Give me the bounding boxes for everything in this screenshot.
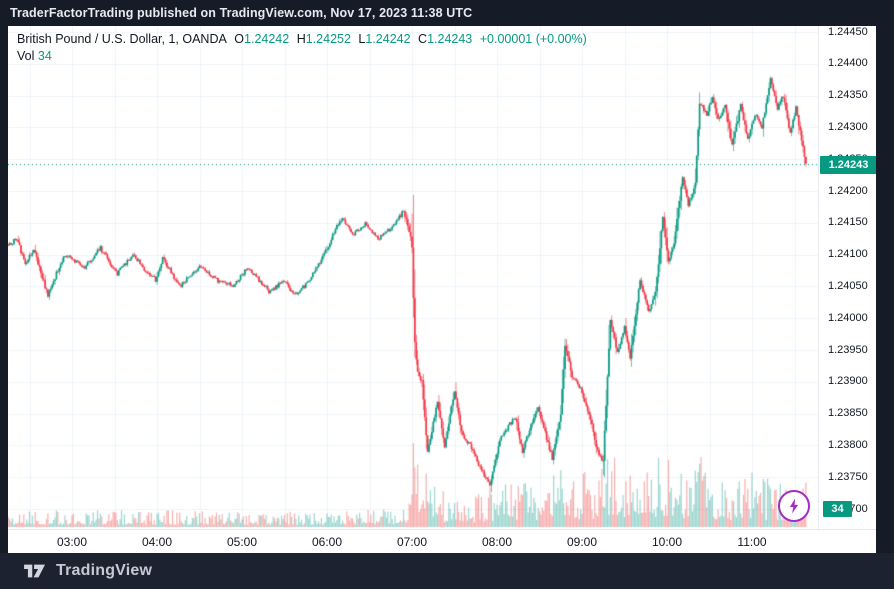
time-tick-label: 11:00	[737, 535, 767, 549]
tradingview-brand-text[interactable]: TradingView	[56, 562, 153, 579]
symbol-title[interactable]: British Pound / U.S. Dollar, 1, OANDA	[17, 32, 227, 46]
chart-area: British Pound / U.S. Dollar, 1, OANDA O1…	[8, 26, 876, 553]
lightning-boost-button[interactable]	[778, 490, 810, 522]
lightning-icon	[789, 498, 799, 514]
tradingview-logo-icon[interactable]	[22, 561, 48, 581]
price-tick-label: 1.24150	[828, 216, 868, 229]
ohlc-high: H1.24252	[296, 32, 351, 46]
price-tick-label: 1.24450	[828, 26, 868, 38]
price-tick-label: 1.24000	[828, 311, 868, 324]
attribution-bar: TraderFactorTrading published on Trading…	[0, 0, 894, 26]
price-tick-label: 1.23900	[828, 375, 868, 388]
price-tick-label: 1.24100	[828, 248, 868, 261]
price-tick-label: 1.24400	[828, 57, 868, 70]
attribution-text: TraderFactorTrading published on Trading…	[10, 6, 473, 20]
time-tick-label: 08:00	[481, 535, 513, 549]
time-tick-label: 10:00	[651, 535, 683, 549]
time-tick-label: 06:00	[311, 535, 343, 549]
price-tick-label: 1.23750	[828, 470, 868, 483]
price-tick-label: 1.24300	[828, 120, 868, 133]
price-tick-label: 1.23850	[828, 407, 868, 420]
candlestick-chart-canvas[interactable]	[8, 26, 818, 529]
price-tick-label: 1.24350	[828, 89, 868, 102]
time-tick-label: 05:00	[226, 535, 258, 549]
price-tick-label: 1.24200	[828, 184, 868, 197]
volume-legend: Vol 34	[17, 49, 52, 63]
time-tick-label: 07:00	[396, 535, 428, 549]
price-scale[interactable]: 1.24243 34 1.24450 1.24400 1.24350 1.24300 1…	[818, 26, 876, 529]
price-tick-label: 1.23800	[828, 438, 868, 451]
ohlc-close: C1.24243	[418, 32, 473, 46]
ohlc-low: L1.24242	[358, 32, 411, 46]
time-tick-label: 04:00	[141, 535, 173, 549]
price-pane[interactable]: British Pound / U.S. Dollar, 1, OANDA O1…	[8, 26, 818, 529]
time-tick-label: 09:00	[566, 535, 598, 549]
time-tick-label: 03:00	[56, 535, 88, 549]
ohlc-open: O1.24242	[234, 32, 290, 46]
price-tick-label: 1.24050	[828, 279, 868, 292]
volume-value-badge: 34	[823, 501, 852, 517]
footer-bar: TradingView	[0, 553, 894, 589]
current-price-badge: 1.24243	[820, 155, 876, 174]
time-scale[interactable]: 03:00 04:00 05:00 06:00 07:00 08:00 09:00 10:00…	[8, 529, 876, 553]
chart-legend: British Pound / U.S. Dollar, 1, OANDA O1…	[17, 32, 587, 63]
bar-change: +0.00001 (+0.00%)	[479, 32, 587, 46]
price-tick-label: 1.23950	[828, 343, 868, 356]
